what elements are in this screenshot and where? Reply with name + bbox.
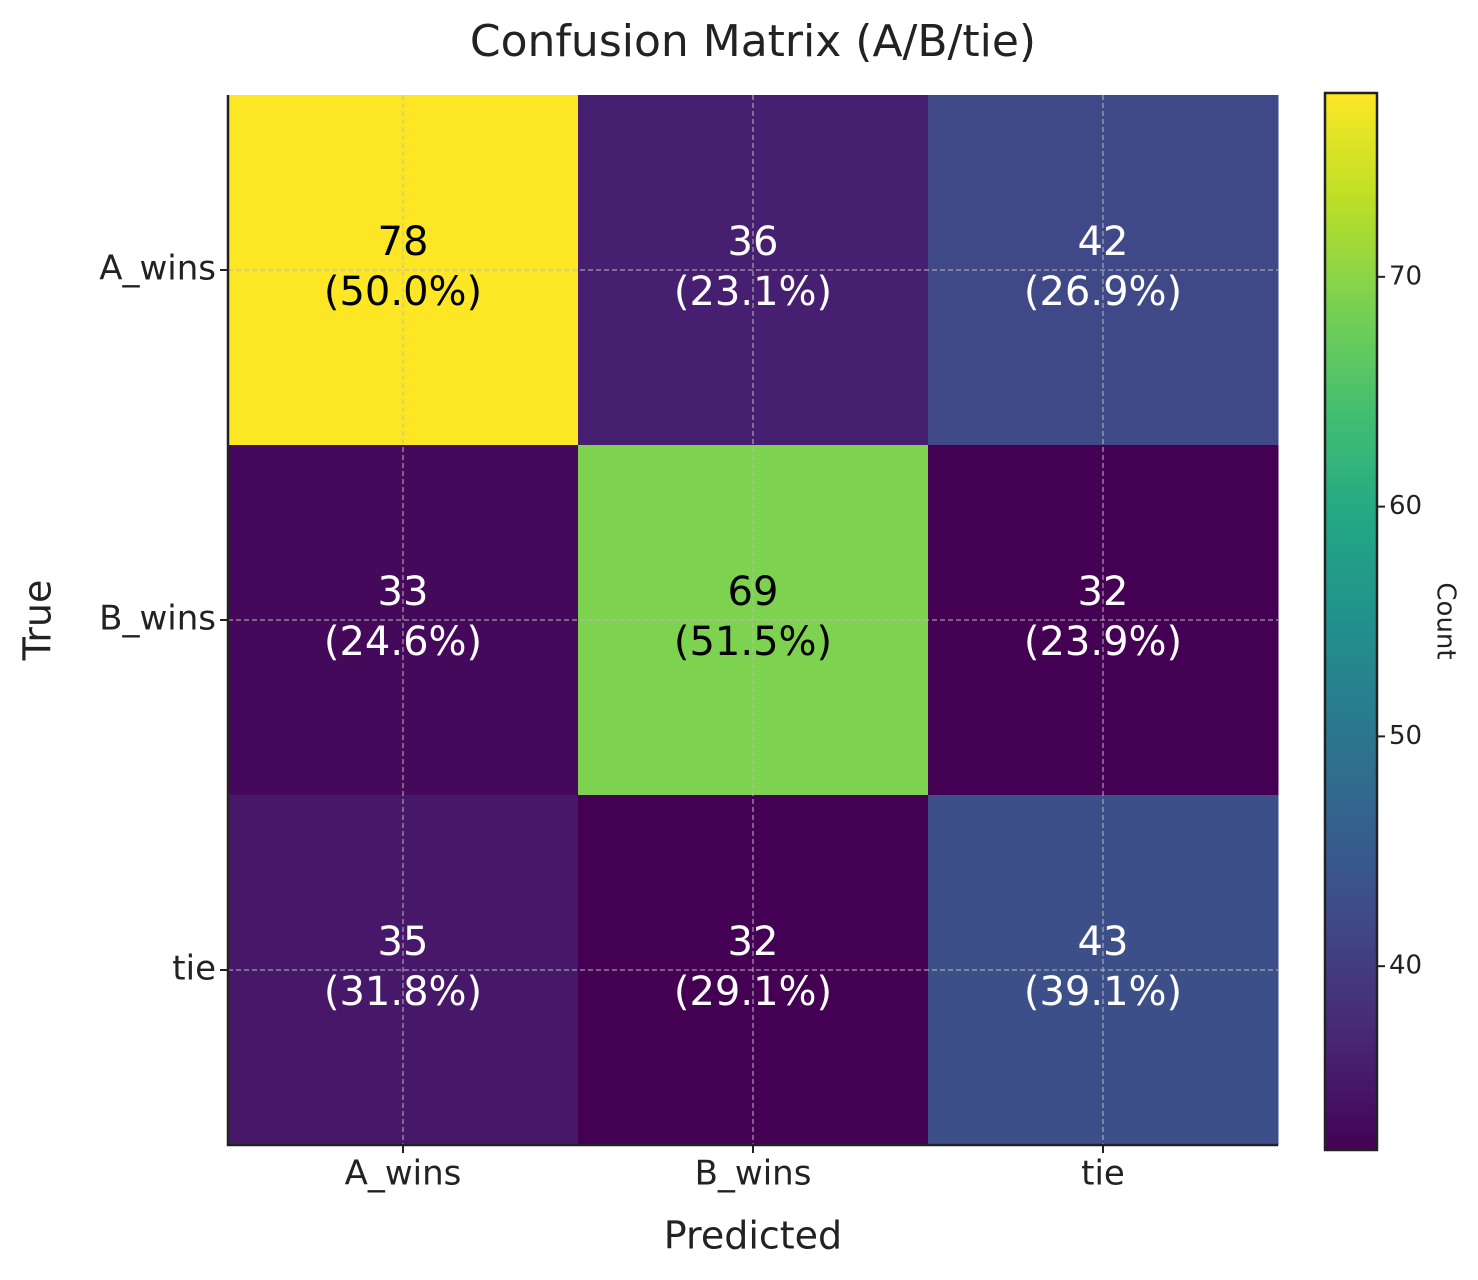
- cell-value: 32: [1078, 569, 1129, 615]
- cell-value: 43: [1078, 919, 1129, 965]
- y-axis-label: True: [16, 580, 60, 662]
- colorbar-tick-label: 60: [1389, 491, 1422, 521]
- colorbar-label: Count: [1431, 582, 1461, 659]
- y-tick-label: tie: [172, 949, 216, 989]
- colorbar: [1323, 91, 1379, 1152]
- cell-value: 35: [378, 919, 429, 965]
- x-tick-label: tie: [1081, 1154, 1125, 1194]
- cell-percent: (23.9%): [1024, 619, 1182, 665]
- cell-percent: (23.1%): [674, 269, 832, 315]
- cell-percent: (31.8%): [324, 969, 482, 1015]
- cell-percent: (50.0%): [324, 269, 482, 315]
- x-axis-label: Predicted: [664, 1214, 842, 1258]
- cell-value: 78: [378, 219, 429, 265]
- cell-value: 33: [378, 569, 429, 615]
- colorbar-tick-label: 50: [1389, 721, 1422, 751]
- cell-value: 69: [728, 569, 779, 615]
- cell-value: 42: [1078, 219, 1129, 265]
- cell-percent: (39.1%): [1024, 969, 1182, 1015]
- chart-title: Confusion Matrix (A/B/tie): [470, 16, 1036, 67]
- cell-value: 36: [728, 219, 779, 265]
- cell-percent: (51.5%): [674, 619, 832, 665]
- axis-spine: [226, 95, 1278, 1147]
- cell-percent: (24.6%): [324, 619, 482, 665]
- y-tick-label: A_wins: [99, 249, 216, 289]
- colorbar-tick-label: 40: [1389, 951, 1422, 981]
- cell-value: 32: [728, 919, 779, 965]
- cell-percent: (29.1%): [674, 969, 832, 1015]
- x-tick-label: B_wins: [695, 1154, 812, 1194]
- cell-percent: (26.9%): [1024, 269, 1182, 315]
- y-tick-label: B_wins: [99, 599, 216, 639]
- colorbar-tick-label: 70: [1389, 261, 1422, 291]
- x-tick-label: A_wins: [345, 1154, 462, 1194]
